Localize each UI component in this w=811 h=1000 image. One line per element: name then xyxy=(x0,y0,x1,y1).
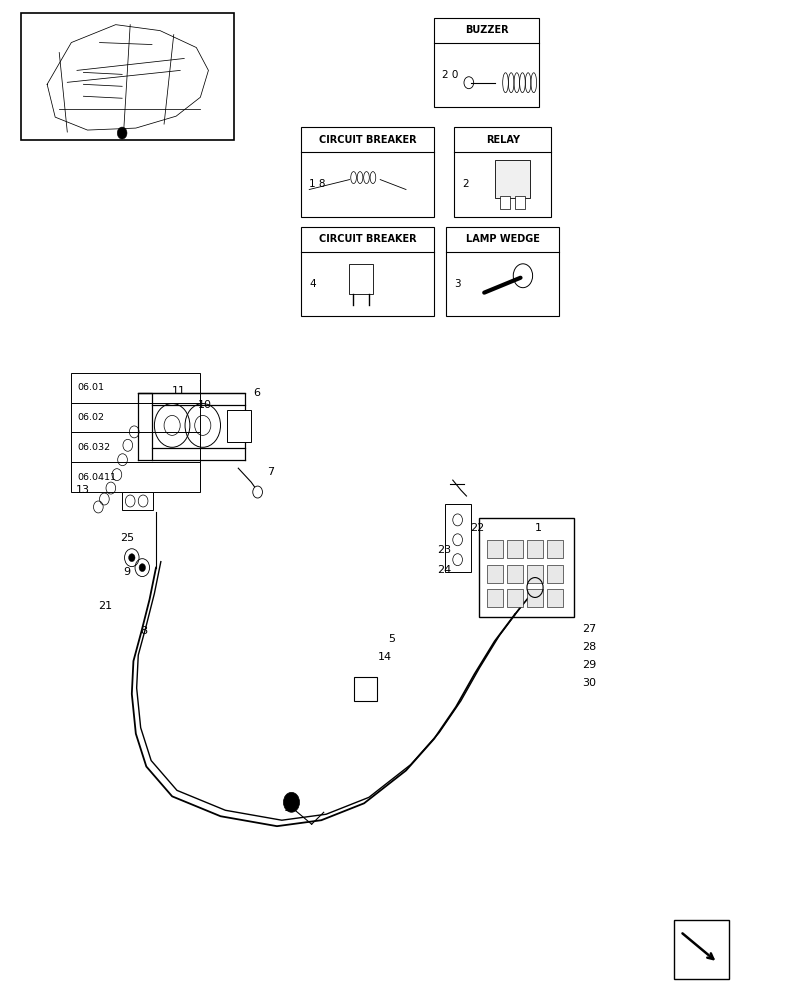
Text: 29: 29 xyxy=(581,660,595,670)
Text: 13: 13 xyxy=(75,485,89,495)
Bar xyxy=(547,589,563,607)
Text: 06.032: 06.032 xyxy=(78,443,111,452)
Circle shape xyxy=(128,554,135,562)
Bar xyxy=(349,264,373,294)
Bar xyxy=(444,504,470,572)
Text: LAMP WEDGE: LAMP WEDGE xyxy=(466,234,539,244)
Text: 06.0411: 06.0411 xyxy=(78,473,117,482)
Bar xyxy=(434,18,539,107)
Bar xyxy=(354,677,376,701)
Bar xyxy=(506,565,522,583)
Circle shape xyxy=(117,127,127,139)
Bar xyxy=(486,540,502,558)
Bar xyxy=(526,565,543,583)
Text: 06.01: 06.01 xyxy=(78,383,105,392)
Bar xyxy=(494,160,530,198)
Text: 24: 24 xyxy=(436,565,450,575)
Text: BUZZER: BUZZER xyxy=(464,25,508,35)
Bar xyxy=(486,589,502,607)
Bar xyxy=(547,540,563,558)
Bar xyxy=(122,492,152,510)
Text: CIRCUIT BREAKER: CIRCUIT BREAKER xyxy=(319,135,416,145)
Text: 3: 3 xyxy=(454,279,461,289)
Text: 14: 14 xyxy=(377,652,392,662)
Bar xyxy=(454,127,551,217)
Text: 19: 19 xyxy=(283,803,297,813)
Text: 28: 28 xyxy=(581,642,595,652)
Text: 22: 22 xyxy=(470,523,484,533)
Bar xyxy=(301,227,434,316)
Text: 1: 1 xyxy=(534,523,542,533)
Bar xyxy=(506,589,522,607)
Circle shape xyxy=(139,564,145,572)
Bar xyxy=(71,432,200,462)
Text: 6: 6 xyxy=(252,388,260,398)
Bar xyxy=(506,540,522,558)
Text: 7: 7 xyxy=(267,467,274,477)
Bar xyxy=(71,403,200,432)
Text: 11: 11 xyxy=(172,386,186,396)
Bar xyxy=(486,565,502,583)
Text: 10: 10 xyxy=(198,400,212,410)
Bar xyxy=(673,920,727,979)
Text: 25: 25 xyxy=(119,533,134,543)
Bar xyxy=(526,589,543,607)
Text: 9: 9 xyxy=(123,567,131,577)
Bar xyxy=(301,127,434,217)
Bar xyxy=(500,196,509,209)
Bar xyxy=(446,227,559,316)
Text: 23: 23 xyxy=(436,545,450,555)
Text: 30: 30 xyxy=(581,678,595,688)
Bar xyxy=(514,196,524,209)
Bar xyxy=(526,540,543,558)
Text: 2 0: 2 0 xyxy=(442,70,458,80)
Bar xyxy=(547,565,563,583)
Text: CIRCUIT BREAKER: CIRCUIT BREAKER xyxy=(319,234,416,244)
Text: RELAY: RELAY xyxy=(485,135,519,145)
Text: 1 8: 1 8 xyxy=(309,179,325,189)
Text: 4: 4 xyxy=(309,279,315,289)
Text: 27: 27 xyxy=(581,624,595,634)
Circle shape xyxy=(252,486,262,498)
Bar xyxy=(71,462,200,492)
Text: 2: 2 xyxy=(462,179,469,189)
Text: 8: 8 xyxy=(139,626,147,636)
Bar xyxy=(71,373,200,403)
Text: 06.02: 06.02 xyxy=(78,413,105,422)
Bar xyxy=(478,518,573,617)
Bar xyxy=(20,13,234,140)
Text: 5: 5 xyxy=(388,634,395,644)
Text: 21: 21 xyxy=(98,601,112,611)
Bar xyxy=(227,410,251,442)
Circle shape xyxy=(283,792,299,812)
